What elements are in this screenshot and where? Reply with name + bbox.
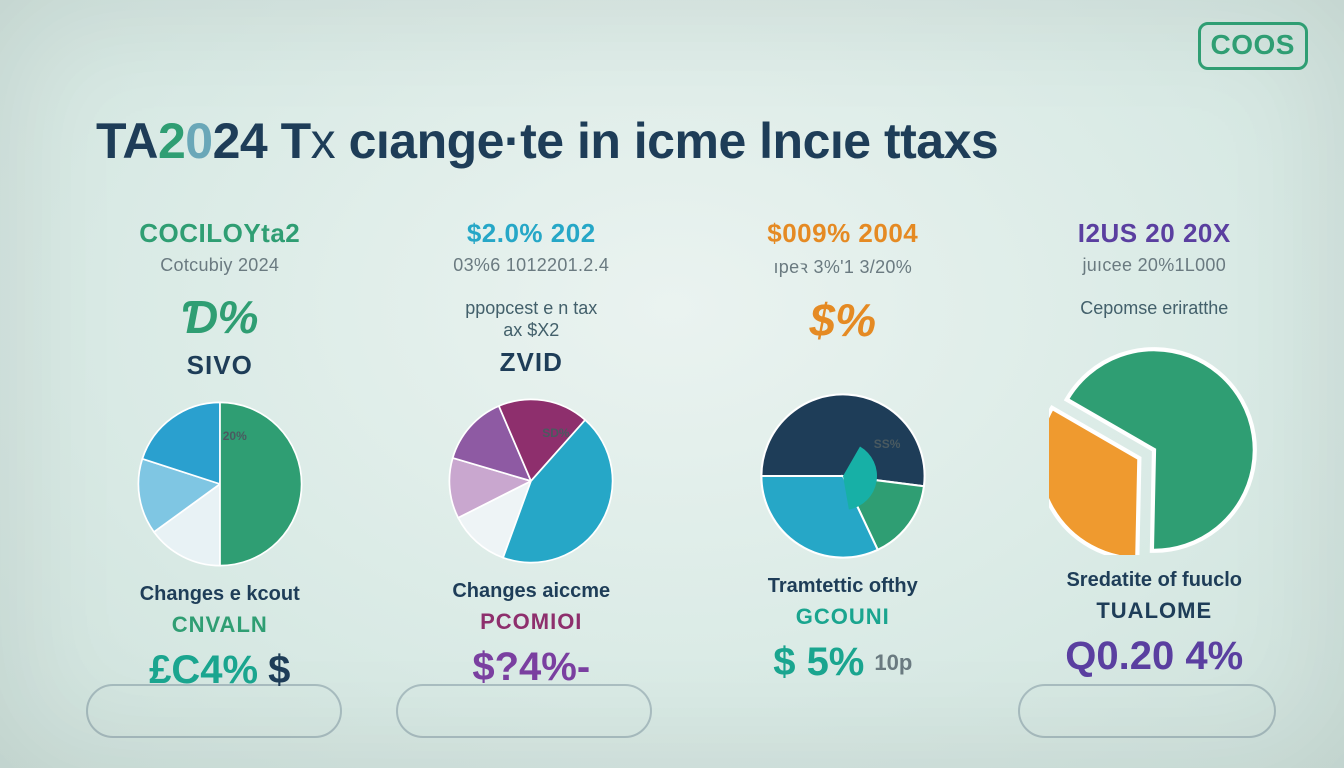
page-title: TA2024 Tx cıange·te in icme lncıe ttaxs [96, 112, 1284, 170]
col1-bottom-right: $ [268, 648, 290, 693]
col4-bottom: Q0.20 4% [1013, 634, 1297, 679]
col3-caption: Tramtettic ofthy [701, 575, 985, 598]
col3-bottom-left: $ 5% [773, 640, 864, 685]
col3-stat: $% [701, 293, 985, 347]
col4-subheading: juıcee 20%1L000 [1013, 255, 1297, 276]
col4-caption: Sredatite of fuuclo [1013, 569, 1297, 592]
column-3: $009% 2004 ıpeꝛ 3%'1 3/20% $% SS% Tramte… [701, 218, 985, 740]
col3-tag: GCOUNI [701, 604, 985, 630]
col1-stat: Ɗ% [78, 290, 362, 344]
col1-label: SIVO [78, 350, 362, 381]
col3-slice-label: SS% [874, 437, 901, 451]
col2-heading: $2.0% 202 [390, 218, 674, 249]
col2-caption: Changes aiccme [390, 580, 674, 603]
column-4: I2US 20 20X juıcee 20%1L000 Cepomse erir… [1013, 218, 1297, 740]
col4-tag: TUALOME [1013, 598, 1297, 624]
col2-bottom: $?4%- [390, 645, 674, 690]
col1-tag: CNVALN [78, 612, 362, 638]
col4-pie [1049, 345, 1259, 555]
col2-subtext: ppopcest e n taxax $X2 [390, 298, 674, 341]
col4-bottom-value: Q0.20 4% [1065, 634, 1243, 679]
col2-tag: PCOMIOI [390, 609, 674, 635]
col1-subheading: Cotcubiy 2024 [78, 255, 362, 276]
columns-grid: COCILOYta2 Cotcubiy 2024 Ɗ% SIVO 20% Cha… [78, 218, 1296, 740]
col3-bottom: $ 5% 10p [701, 640, 985, 685]
col2-pie: SD% [446, 396, 616, 566]
col1-bottom: £C4% $ [78, 648, 362, 693]
column-1: COCILOYta2 Cotcubiy 2024 Ɗ% SIVO 20% Cha… [78, 218, 362, 740]
col4-subtext: Cepomse eriratthe [1013, 298, 1297, 319]
col2-bottom-value: $?4%- [472, 645, 590, 690]
col3-pie: SS% [758, 391, 928, 561]
col2-subheading: 03%6 1012201.2.4 [390, 255, 674, 276]
col1-slice-label: 20% [223, 429, 247, 443]
col1-bottom-left: £C4% [149, 648, 258, 693]
col3-subheading: ıpeꝛ 3%'1 3/20% [701, 255, 985, 279]
column-2: $2.0% 202 03%6 1012201.2.4 ppopcest e n … [390, 218, 674, 740]
col3-bottom-right: 10p [874, 650, 912, 676]
col2-label: ZVID [390, 347, 674, 378]
col1-heading: COCILOYta2 [78, 218, 362, 249]
brand-logo: COOS [1198, 22, 1308, 70]
infographic-canvas: COOS TA2024 Tx cıange·te in icme lncıe t… [0, 0, 1344, 768]
col4-heading: I2US 20 20X [1013, 218, 1297, 249]
col2-slice-label: SD% [542, 426, 569, 440]
col1-caption: Changes e kcout [78, 583, 362, 606]
col1-pie: 20% [135, 399, 305, 569]
col3-heading: $009% 2004 [701, 218, 985, 249]
